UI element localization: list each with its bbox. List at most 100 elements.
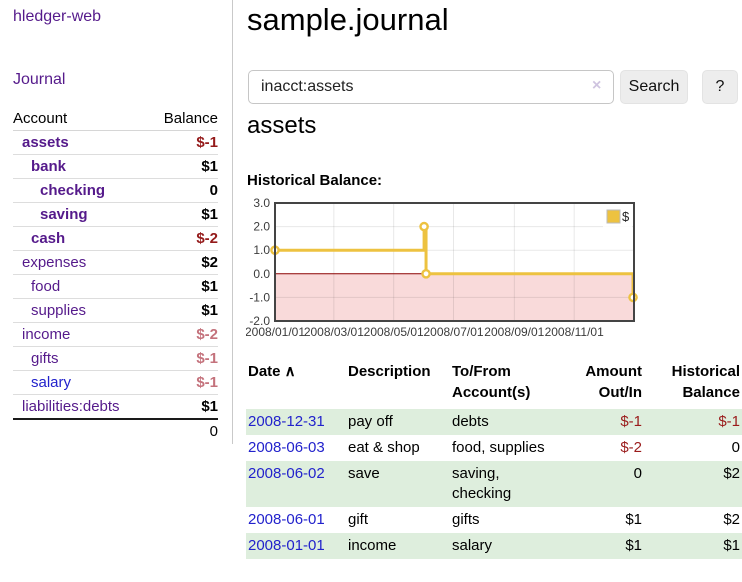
- txn-balance: $2: [723, 511, 740, 528]
- date-link[interactable]: 2008-06-03: [248, 439, 325, 456]
- transaction-row: 2008-06-01 gift gifts $1 $2: [246, 507, 742, 533]
- svg-text:2008/09/01: 2008/09/01: [484, 325, 544, 339]
- account-heading: assets: [247, 112, 317, 139]
- txn-amount: 0: [633, 465, 642, 482]
- sidebar-item-journal[interactable]: Journal: [13, 71, 66, 88]
- account-row: income $-2: [13, 322, 218, 347]
- account-row: supplies $1: [13, 298, 218, 323]
- chart-label: Historical Balance:: [247, 172, 383, 189]
- transactions-table: Date ∧ Description To/From Account(s) Amount…: [246, 360, 742, 559]
- account-row: liabilities:debts $1: [13, 394, 218, 420]
- clear-search-icon[interactable]: ×: [592, 77, 602, 94]
- txn-amount: $-1: [620, 413, 642, 430]
- search-form: × Search ?: [246, 70, 742, 104]
- svg-text:0.0: 0.0: [253, 267, 270, 281]
- account-balance: $-2: [148, 322, 218, 347]
- account-link[interactable]: bank: [31, 158, 67, 175]
- chart-legend: $: [603, 206, 632, 228]
- txn-amount: $1: [625, 511, 642, 528]
- accounts-total-row: 0: [13, 418, 218, 443]
- txn-description: eat & shop: [348, 439, 420, 456]
- help-button[interactable]: ?: [702, 70, 738, 104]
- account-balance: $1: [148, 394, 218, 420]
- accounts-total-balance: 0: [148, 418, 218, 443]
- account-balance: $-1: [148, 370, 218, 395]
- data-point: [419, 221, 429, 232]
- account-link[interactable]: cash: [31, 230, 66, 247]
- transaction-row: 2008-01-01 income salary $1 $1: [246, 533, 742, 559]
- svg-text:1.0: 1.0: [253, 243, 270, 257]
- svg-text:2008/01/01: 2008/01/01: [246, 325, 305, 339]
- account-balance: $1: [148, 298, 218, 323]
- date-link[interactable]: 2008-01-01: [248, 537, 325, 554]
- account-link[interactable]: supplies: [31, 302, 87, 319]
- svg-text:2008/11/01: 2008/11/01: [545, 325, 604, 339]
- account-link[interactable]: checking: [40, 182, 106, 199]
- txn-description: gift: [348, 511, 369, 528]
- txn-description: income: [348, 537, 397, 554]
- account-balance: 0: [148, 178, 218, 203]
- brand-link[interactable]: hledger-web: [13, 8, 102, 25]
- account-balance: $1: [148, 202, 218, 227]
- account-link[interactable]: assets: [22, 134, 69, 151]
- data-point: [421, 269, 431, 279]
- txn-description: save: [348, 465, 380, 482]
- txn-accounts: food, supplies: [452, 439, 545, 456]
- sidebar-divider: [232, 0, 233, 444]
- account-row: food $1: [13, 274, 218, 299]
- account-link[interactable]: liabilities:debts: [22, 398, 120, 415]
- txn-balance: $1: [723, 537, 740, 554]
- account-row: saving $1: [13, 202, 218, 227]
- txn-amount: $1: [625, 537, 642, 554]
- svg-text:3.0: 3.0: [253, 198, 270, 210]
- account-row: expenses $2: [13, 250, 218, 275]
- date-link[interactable]: 2008-12-31: [248, 413, 325, 430]
- account-link[interactable]: food: [31, 278, 61, 295]
- account-row: checking 0: [13, 178, 218, 203]
- txn-balance: $2: [723, 465, 740, 482]
- accounts-header-balance: Balance: [148, 107, 218, 131]
- transaction-row: 2008-06-03 eat & shop food, supplies $-2 0: [246, 435, 742, 461]
- account-row: gifts $-1: [13, 346, 218, 371]
- svg-text:2008/07/01: 2008/07/01: [423, 325, 483, 339]
- txns-header-date[interactable]: Date ∧: [248, 363, 296, 380]
- svg-text:-2.0: -2.0: [249, 314, 270, 328]
- account-balance: $1: [148, 154, 218, 179]
- account-row: bank $1: [13, 154, 218, 179]
- svg-text:2008/05/01: 2008/05/01: [364, 325, 424, 339]
- accounts-table: Account Balance assets $-1 bank $1 checking 0…: [13, 107, 218, 443]
- account-balance: $1: [148, 274, 218, 299]
- txn-accounts: salary: [452, 537, 493, 554]
- sort-ascending-icon: ∧: [280, 363, 296, 380]
- txns-header-description: Description: [348, 363, 431, 380]
- account-link[interactable]: income: [22, 326, 71, 343]
- account-link[interactable]: saving: [40, 206, 88, 223]
- historical-balance-chart: $3.0 2.0 1.0 0.0 -1.0 -2.0 2008/01/01 2008/03/0…: [245, 196, 742, 350]
- accounts-header-account: Account: [13, 107, 149, 131]
- account-link[interactable]: salary: [31, 374, 72, 391]
- transaction-row: 2008-12-31 pay off debts $-1 $-1: [246, 409, 742, 435]
- account-balance: $2: [148, 250, 218, 275]
- chart-svg: $3.0 2.0 1.0 0.0 -1.0 -2.02008/01/012008/03/0…: [245, 196, 638, 339]
- txn-accounts: debts: [452, 413, 489, 430]
- search-button[interactable]: Search: [620, 70, 688, 104]
- account-link[interactable]: gifts: [31, 350, 59, 367]
- txns-header-balance: Historical Balance: [671, 363, 740, 401]
- date-link[interactable]: 2008-06-02: [248, 465, 325, 482]
- txn-balance: 0: [731, 439, 740, 456]
- account-link[interactable]: expenses: [22, 254, 87, 271]
- account-row: cash $-2: [13, 226, 218, 251]
- main-content: sample.journal × Search ? assets Histori…: [245, 0, 742, 582]
- svg-text:-1.0: -1.0: [249, 290, 270, 304]
- page-title: sample.journal: [247, 2, 449, 37]
- account-balance: $-1: [148, 130, 218, 155]
- account-row: salary $-1: [13, 370, 218, 395]
- txn-accounts: gifts: [452, 511, 480, 528]
- search-input[interactable]: [248, 70, 614, 104]
- date-link[interactable]: 2008-06-01: [248, 511, 325, 528]
- transaction-row: 2008-06-02 save saving, checking 0 $2: [246, 461, 742, 507]
- legend-label: $: [622, 209, 630, 224]
- svg-text:2008/03/01: 2008/03/01: [304, 325, 364, 339]
- txns-header-tofrom: To/From Account(s): [452, 363, 531, 401]
